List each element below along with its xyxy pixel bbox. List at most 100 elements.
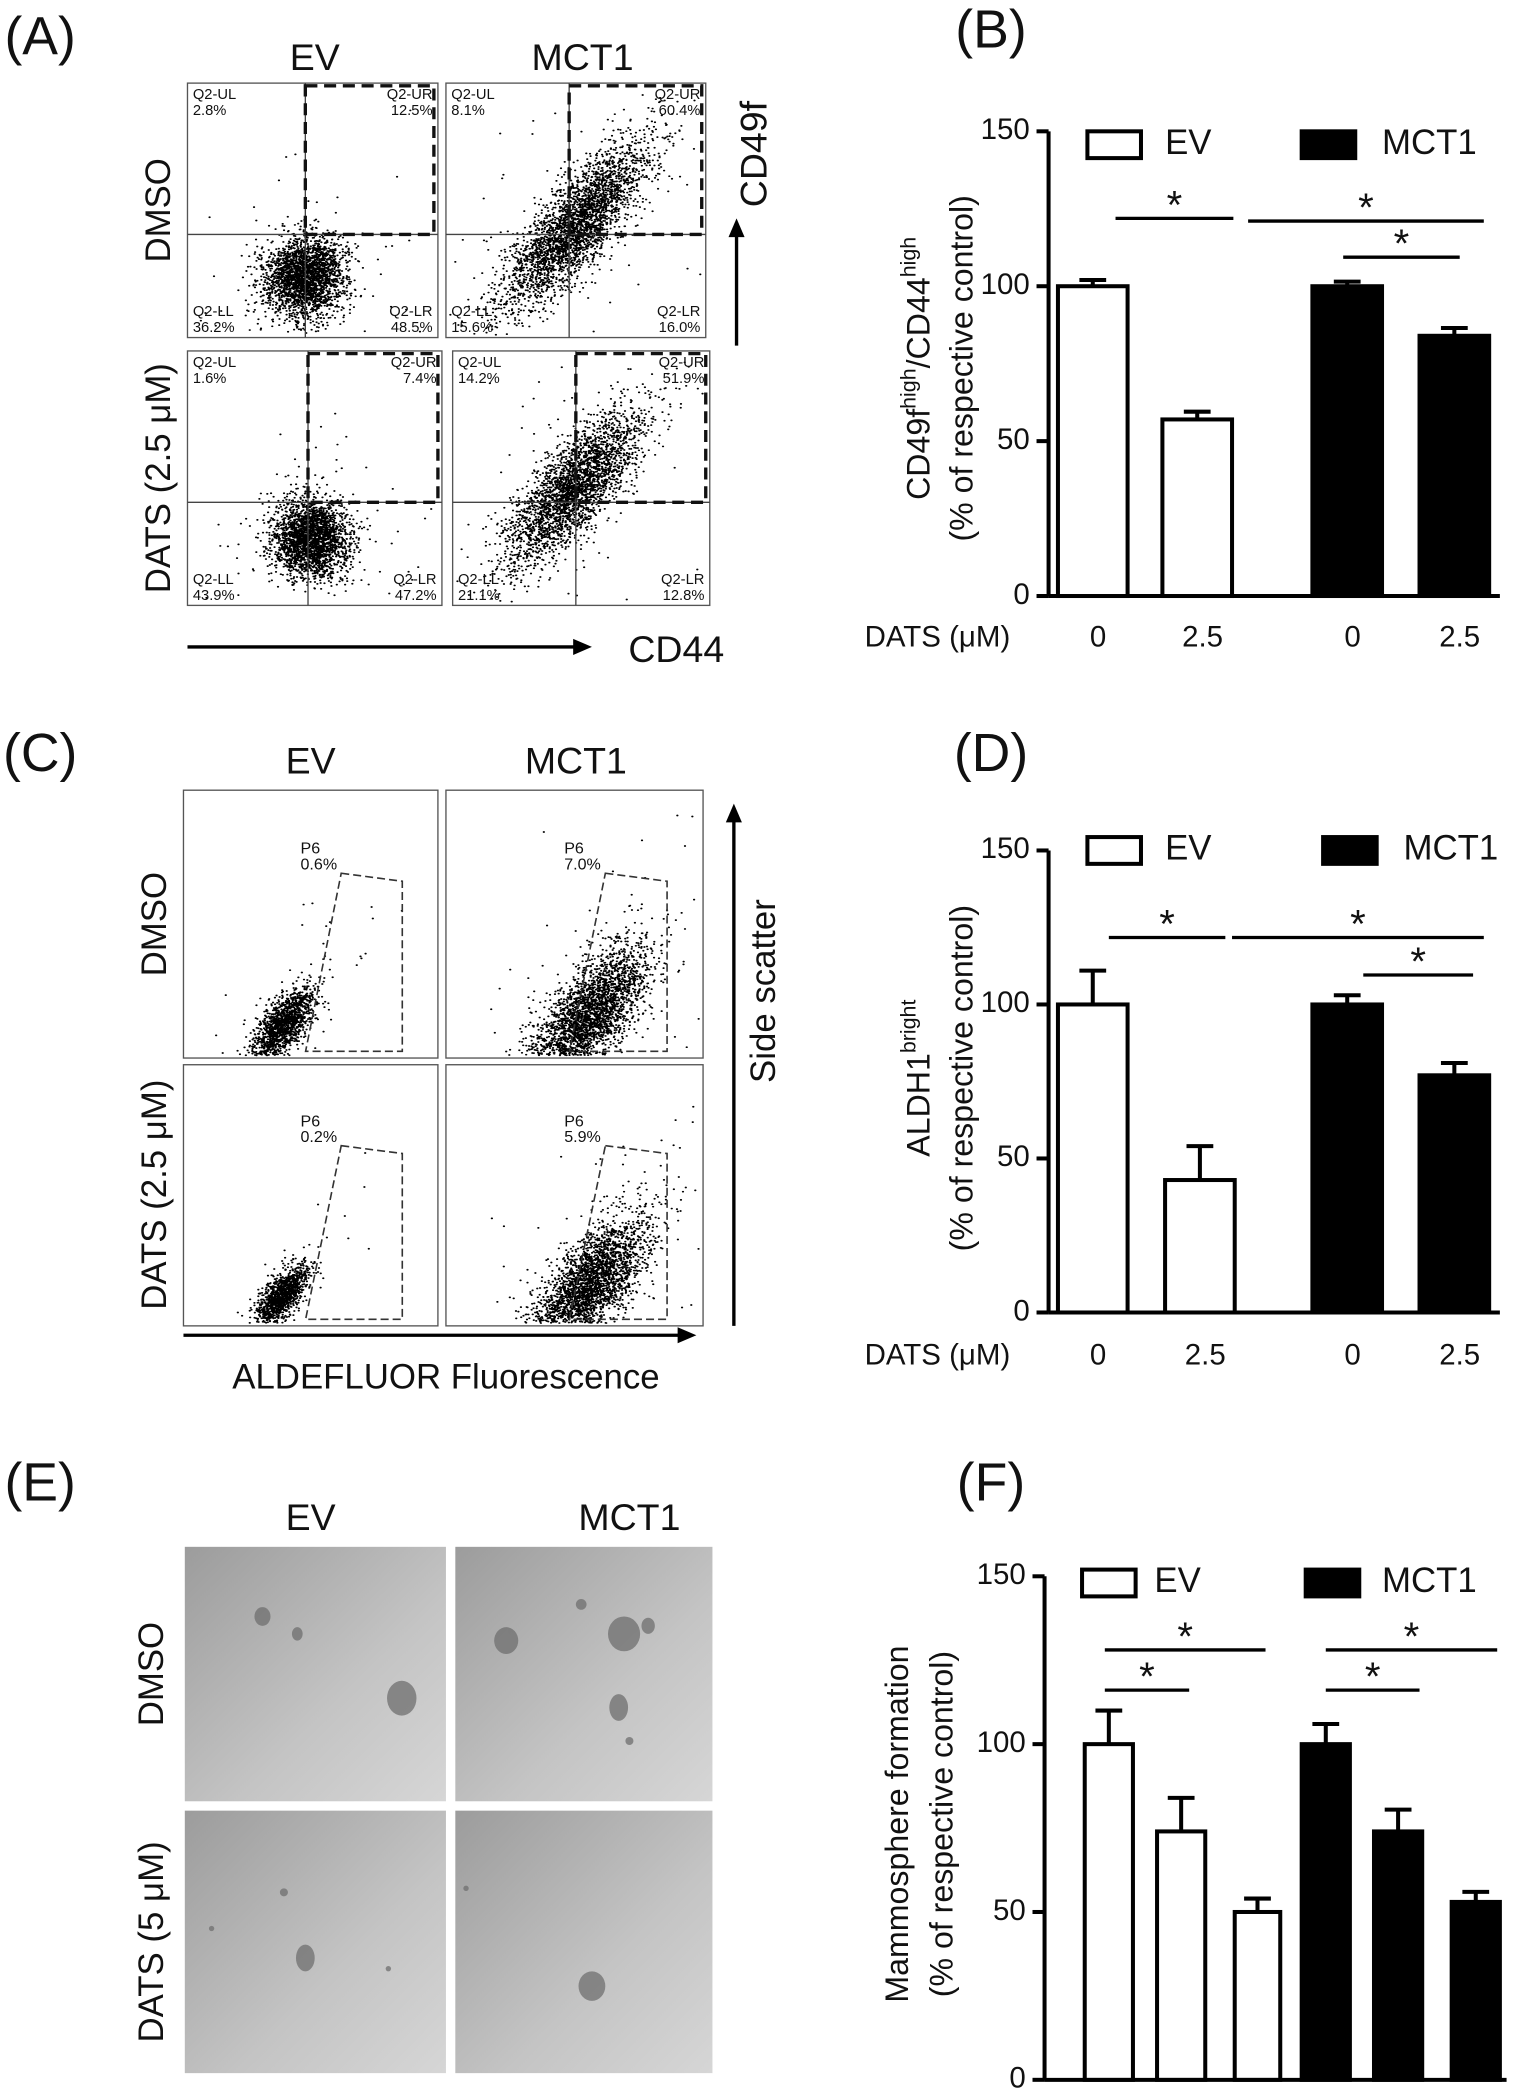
quadrant-name: Q2-UL <box>193 87 236 103</box>
y-tick-label: 50 <box>997 423 1030 456</box>
row-label: DMSO <box>139 158 178 262</box>
legend-label: MCT1 <box>1382 1561 1477 1600</box>
significance-mark: * <box>1365 1654 1381 1699</box>
y-tick-label: 100 <box>977 1726 1026 1759</box>
quadrant-name: Q2-UL <box>451 87 494 103</box>
legend-swatch <box>1321 835 1379 866</box>
legend-label: EV <box>1154 1561 1201 1600</box>
quadrant-name: Q2-UL <box>458 355 501 371</box>
quadrant-name: Q2-UR <box>659 355 705 371</box>
quadrant-percent: 36.2% <box>193 320 235 336</box>
legend-swatch <box>1299 129 1358 161</box>
plot-frame <box>445 1064 704 1327</box>
gate-percent: 7.0% <box>564 855 601 873</box>
x-tick-label: 0 <box>1344 1338 1360 1371</box>
quadrant-percent: 15.6% <box>451 320 493 336</box>
error-bar <box>1440 1060 1468 1076</box>
significance-mark: * <box>1394 221 1410 266</box>
gate <box>304 872 404 1053</box>
quadrant-percent: 7.4% <box>403 371 437 387</box>
quadrant-name: Q2-LR <box>389 304 432 320</box>
quadrant-percent: 60.4% <box>659 103 701 119</box>
error-bar <box>1095 1708 1123 1745</box>
y-tick-label: 50 <box>997 1140 1030 1173</box>
gate <box>567 84 704 237</box>
significance-mark: * <box>1410 939 1426 984</box>
y-axis-label-part: /CD44 <box>901 277 937 368</box>
x-axis-label: DATS (μM) <box>865 1338 1011 1371</box>
bar <box>1449 1899 1502 2082</box>
gate <box>568 872 668 1053</box>
panel-label: (B) <box>955 1 1026 60</box>
bar <box>1082 1742 1135 2082</box>
quadrant-name: Q2-UR <box>391 355 437 371</box>
y-axis-label: CD49fhigh/CD44high <box>896 237 937 500</box>
x-tick-label: 0 <box>1090 621 1106 654</box>
gate-name: P6 <box>301 1112 321 1130</box>
quadrant-name: Q2-LR <box>657 304 700 320</box>
row-label: DATS (2.5 μM) <box>139 363 178 593</box>
panel-label: (D) <box>954 724 1028 783</box>
plot-frame <box>182 1064 439 1327</box>
quadrant-percent: 12.8% <box>663 588 705 604</box>
row-label: DMSO <box>135 872 174 976</box>
significance-mark: * <box>1350 901 1366 946</box>
y-axis-label-part: Mammosphere formation <box>879 1646 915 2003</box>
bar <box>1299 1742 1352 2082</box>
error-bar <box>1186 1144 1214 1181</box>
y-axis-label-part: high <box>896 368 920 408</box>
y-axis-label-part: high <box>896 237 920 277</box>
significance-mark: * <box>1404 1614 1420 1659</box>
micrographs <box>184 1546 713 2074</box>
column-label: MCT1 <box>532 36 634 78</box>
significance-mark: * <box>1358 185 1374 230</box>
legend-label: MCT1 <box>1382 123 1477 162</box>
gate <box>304 1144 404 1321</box>
error-bar <box>1333 279 1361 287</box>
y-tick-label: 150 <box>981 113 1030 146</box>
quadrant-percent: 8.1% <box>451 103 485 119</box>
gate <box>574 351 708 504</box>
legend-swatch <box>1085 835 1143 866</box>
significance-mark: * <box>1167 182 1183 227</box>
quadrant-name: Q2-UL <box>193 355 236 371</box>
y-axis-label: (% of respective control) <box>924 1651 960 1997</box>
gate-name: P6 <box>564 839 584 857</box>
micrograph <box>184 1546 446 1802</box>
error-bar <box>1167 1795 1195 1832</box>
gate-name: P6 <box>564 1112 584 1130</box>
quadrant-name: Q2-LL <box>193 572 234 588</box>
panel-label: (E) <box>4 1454 75 1513</box>
bar <box>1232 1909 1283 2082</box>
error-bar <box>1312 1721 1340 1745</box>
quadrant-percent: 2.8% <box>193 103 227 119</box>
x-tick-label: 2.5 <box>1185 1338 1226 1371</box>
error-bar <box>1079 278 1107 287</box>
y-axis-label-part: CD49f <box>901 409 937 500</box>
bar <box>1160 417 1235 599</box>
quadrant-name: Q2-LR <box>661 572 704 588</box>
arrow-head <box>677 1327 697 1344</box>
panel-label: (F) <box>957 1454 1025 1513</box>
significance-mark: * <box>1159 901 1175 946</box>
y-tick-label: 0 <box>1013 1294 1029 1327</box>
gate-percent: 0.6% <box>301 855 338 873</box>
quadrant-name: Q2-LL <box>451 304 492 320</box>
bar <box>1310 284 1385 599</box>
legend-swatch <box>1085 129 1143 161</box>
y-tick-label: 100 <box>981 268 1030 301</box>
legend-label: MCT1 <box>1403 829 1498 868</box>
error-bar <box>1244 1896 1271 1912</box>
x-axis-name: CD44 <box>628 628 724 670</box>
quadrant-percent: 48.5% <box>391 320 433 336</box>
x-tick-label: 0 <box>1344 621 1360 654</box>
micrograph <box>455 1546 713 1802</box>
x-tick-label: 2.5 <box>1439 621 1480 654</box>
error-bar <box>1333 993 1361 1005</box>
x-tick-label: 2.5 <box>1439 1338 1480 1371</box>
quadrant-name: Q2-UR <box>655 87 701 103</box>
legend-swatch <box>1080 1567 1138 1599</box>
gate-name: P6 <box>301 839 321 857</box>
